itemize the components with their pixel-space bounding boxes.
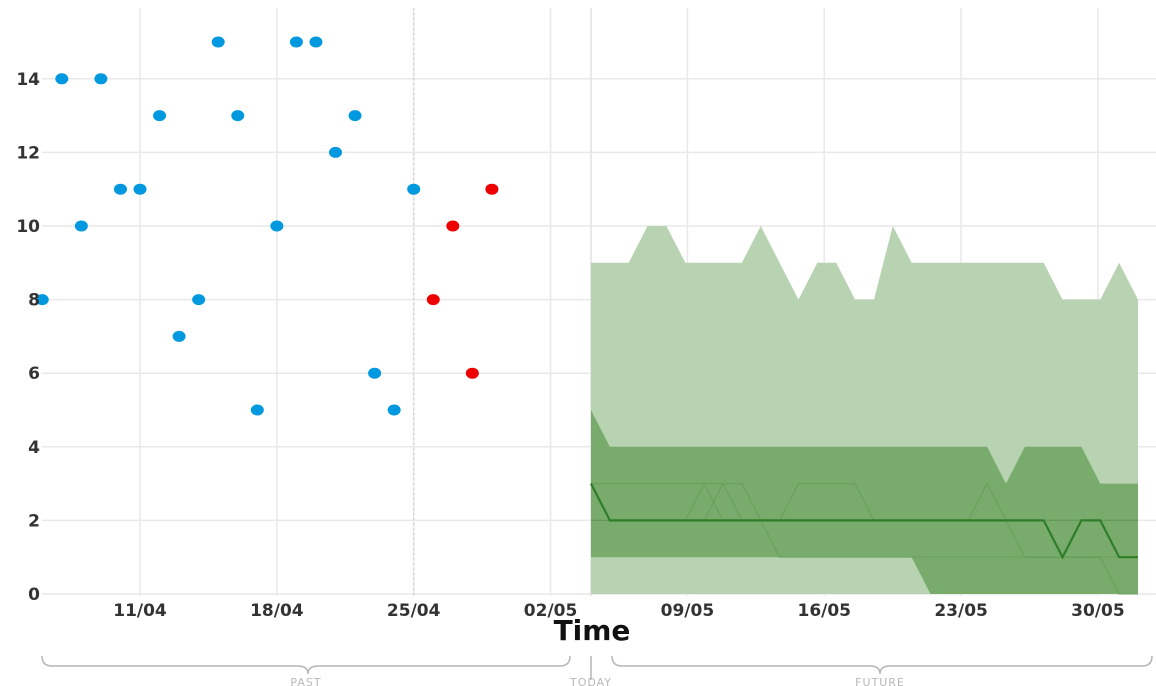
observed-point	[329, 146, 342, 158]
anomaly-point	[426, 294, 440, 306]
y-tick-label: 8	[28, 291, 40, 311]
observed-point	[35, 294, 49, 306]
x-tick-label: 16/05	[797, 601, 851, 621]
y-tick-label: 4	[28, 438, 40, 458]
x-tick-label: 23/05	[934, 601, 988, 621]
x-tick-label: 30/05	[1071, 601, 1125, 621]
anomaly-point	[446, 220, 460, 232]
observed-point	[153, 110, 167, 122]
observed-point	[407, 183, 421, 195]
y-tick-label: 6	[28, 364, 40, 384]
anomaly-point	[465, 367, 479, 379]
observed-point	[348, 110, 362, 122]
observed-point	[113, 183, 127, 195]
x-tick-label: 25/04	[387, 601, 441, 621]
y-tick-label: 0	[28, 585, 40, 605]
observed-point	[74, 220, 88, 232]
x-axis-ticks: 11/04 18/04 25/04 02/05 09/05 16/05 23/05 30/05	[113, 601, 1124, 621]
y-axis-ticks: 0 2 4 6 8 10 12 14	[16, 70, 40, 605]
observed-point	[211, 36, 225, 48]
x-tick-label: 18/04	[250, 601, 304, 621]
observed-point	[270, 220, 284, 232]
observed-point	[368, 367, 382, 379]
forecast-bands	[590, 226, 1138, 595]
observed-point	[250, 404, 264, 416]
past-bracket	[41, 655, 571, 675]
y-tick-label: 14	[16, 70, 40, 90]
y-tick-label: 10	[16, 217, 40, 237]
observed-point	[192, 294, 206, 306]
timeline-brackets: PAST TODAY FUTURE	[41, 655, 1153, 686]
past-label: PAST	[290, 676, 321, 686]
observed-point	[55, 73, 69, 85]
median-line	[590, 483, 1138, 560]
y-tick-label: 2	[28, 511, 40, 531]
x-tick-label: 11/04	[113, 601, 167, 621]
observed-point	[172, 330, 186, 342]
observed-point	[133, 183, 147, 195]
x-tick-label: 09/05	[661, 601, 715, 621]
observed-point	[231, 110, 245, 122]
observed-point	[289, 36, 303, 48]
observed-point	[387, 404, 401, 416]
future-bracket	[611, 655, 1153, 675]
y-tick-label: 12	[16, 143, 40, 163]
x-tick-label: 02/05	[524, 601, 578, 621]
x-axis-label: Time	[554, 614, 631, 647]
anomaly-point	[485, 183, 499, 195]
data-points	[35, 36, 499, 416]
future-label: FUTURE	[855, 676, 905, 686]
observed-point	[94, 73, 108, 85]
today-label: TODAY	[569, 676, 612, 686]
observed-point	[309, 36, 323, 48]
